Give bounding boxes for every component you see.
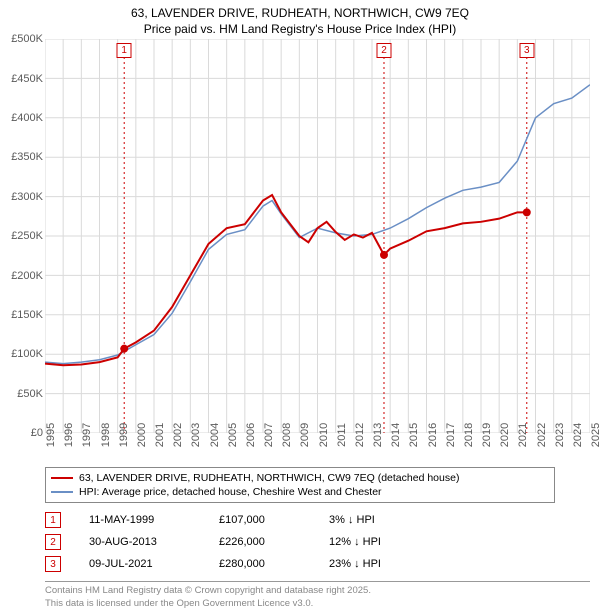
x-tick: 2018 (463, 423, 475, 447)
sale-number: 2 (45, 534, 61, 550)
x-tick: 2007 (263, 423, 275, 447)
x-tick: 2002 (172, 423, 184, 447)
y-tick: £450K (11, 73, 43, 85)
sale-price: £280,000 (219, 558, 329, 570)
sale-row: 3 09-JUL-2021£280,00023% ↓ HPI (45, 553, 555, 575)
x-axis: 1995199619971998199920002001200220032004… (45, 433, 590, 463)
x-tick: 2009 (299, 423, 311, 447)
sales-table: 1 11-MAY-1999£107,0003% ↓ HPI 2 30-AUG-2013… (45, 509, 555, 575)
sale-number: 1 (45, 512, 61, 528)
x-tick: 2001 (154, 423, 166, 447)
x-tick: 2013 (372, 423, 384, 447)
x-tick: 2022 (536, 423, 548, 447)
legend-row-property: 63, LAVENDER DRIVE, RUDHEATH, NORTHWICH,… (51, 471, 549, 485)
x-tick: 2010 (318, 423, 330, 447)
x-tick: 2008 (281, 423, 293, 447)
x-tick: 2004 (209, 423, 221, 447)
plot-area: £0£50K£100K£150K£200K£250K£300K£350K£400… (45, 39, 590, 433)
plot-svg (45, 39, 590, 433)
legend-swatch-property (51, 477, 73, 480)
y-tick: £250K (11, 230, 43, 242)
sale-price: £226,000 (219, 536, 329, 548)
sale-date: 11-MAY-1999 (89, 514, 219, 526)
sale-date: 30-AUG-2013 (89, 536, 219, 548)
y-tick: £50K (17, 388, 43, 400)
x-tick: 2012 (354, 423, 366, 447)
title-line-1: 63, LAVENDER DRIVE, RUDHEATH, NORTHWICH,… (0, 6, 600, 22)
sale-diff: 23% ↓ HPI (329, 558, 381, 570)
sale-row: 2 30-AUG-2013£226,00012% ↓ HPI (45, 531, 555, 553)
legend-row-hpi: HPI: Average price, detached house, Ches… (51, 485, 549, 499)
x-tick: 1999 (118, 423, 130, 447)
sale-number: 3 (45, 556, 61, 572)
sale-diff: 12% ↓ HPI (329, 536, 381, 548)
legend-label-property: 63, LAVENDER DRIVE, RUDHEATH, NORTHWICH,… (79, 472, 459, 484)
x-tick: 1998 (100, 423, 112, 447)
x-tick: 2015 (408, 423, 420, 447)
chart-title: 63, LAVENDER DRIVE, RUDHEATH, NORTHWICH,… (0, 0, 600, 39)
x-tick: 2017 (445, 423, 457, 447)
x-tick: 2011 (336, 423, 348, 447)
x-tick: 1995 (45, 423, 57, 447)
y-tick: £200K (11, 270, 43, 282)
sale-price: £107,000 (219, 514, 329, 526)
chart-container: 63, LAVENDER DRIVE, RUDHEATH, NORTHWICH,… (0, 0, 600, 590)
y-tick: £300K (11, 191, 43, 203)
x-tick: 2000 (136, 423, 148, 447)
y-tick: £500K (11, 33, 43, 45)
y-tick: £400K (11, 112, 43, 124)
sale-row: 1 11-MAY-1999£107,0003% ↓ HPI (45, 509, 555, 531)
x-tick: 2014 (390, 423, 402, 447)
x-tick: 2016 (427, 423, 439, 447)
x-tick: 2021 (517, 423, 529, 447)
x-tick: 1996 (63, 423, 75, 447)
attribution-line-2: This data is licensed under the Open Gov… (45, 598, 590, 610)
marker-label: 2 (376, 43, 391, 58)
legend-label-hpi: HPI: Average price, detached house, Ches… (79, 486, 382, 498)
attribution-line-1: Contains HM Land Registry data © Crown c… (45, 585, 590, 597)
x-tick: 2025 (590, 423, 600, 447)
marker-label: 1 (117, 43, 132, 58)
y-axis: £0£50K£100K£150K£200K£250K£300K£350K£400… (0, 39, 45, 433)
x-tick: 2006 (245, 423, 257, 447)
x-tick: 1997 (81, 423, 93, 447)
attribution: Contains HM Land Registry data © Crown c… (45, 581, 590, 610)
x-tick: 2020 (499, 423, 511, 447)
x-tick: 2003 (190, 423, 202, 447)
legend: 63, LAVENDER DRIVE, RUDHEATH, NORTHWICH,… (45, 467, 555, 503)
sale-diff: 3% ↓ HPI (329, 514, 375, 526)
legend-swatch-hpi (51, 491, 73, 493)
marker-label: 3 (519, 43, 534, 58)
y-tick: £100K (11, 348, 43, 360)
sale-date: 09-JUL-2021 (89, 558, 219, 570)
x-tick: 2019 (481, 423, 493, 447)
y-tick: £150K (11, 309, 43, 321)
y-tick: £0 (31, 427, 43, 439)
y-tick: £350K (11, 151, 43, 163)
x-tick: 2005 (227, 423, 239, 447)
x-tick: 2024 (572, 423, 584, 447)
x-tick: 2023 (554, 423, 566, 447)
title-line-2: Price paid vs. HM Land Registry's House … (0, 22, 600, 38)
